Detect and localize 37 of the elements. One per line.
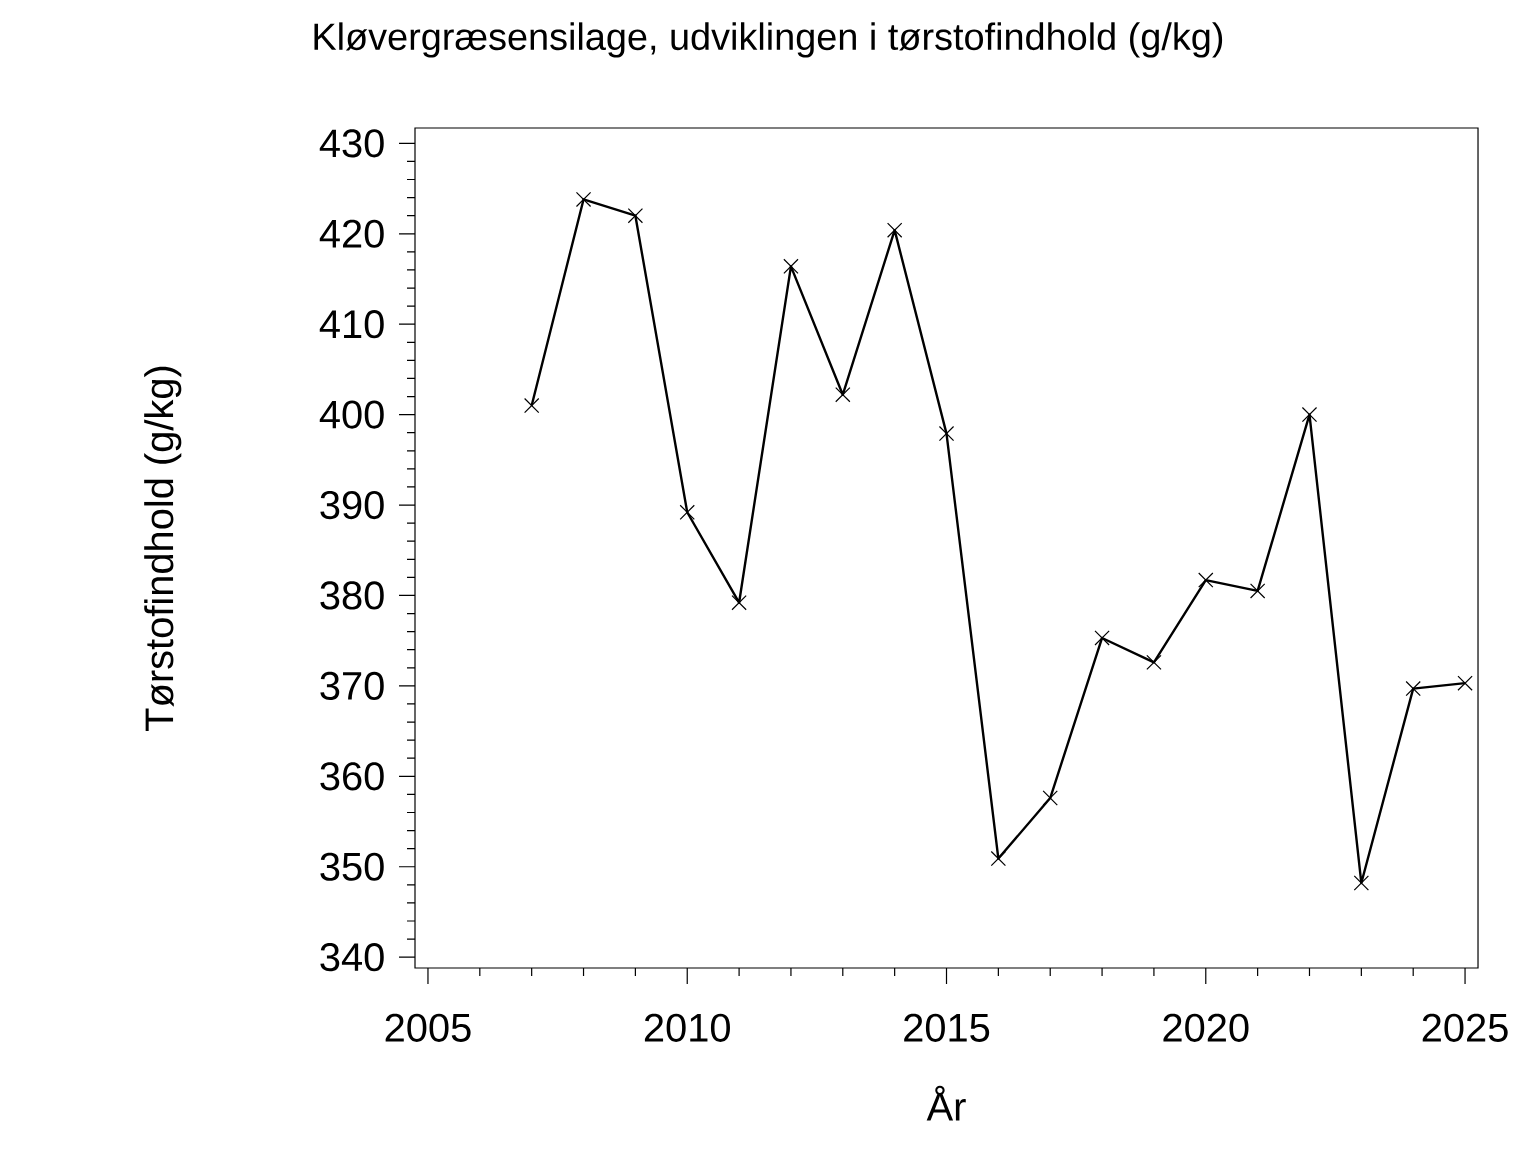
- x-tick-label: 2005: [385, 1013, 471, 1042]
- point: [1042, 790, 1058, 806]
- point: [990, 850, 1007, 867]
- y-tick-label: 370: [320, 671, 384, 700]
- y-tick-label: 420: [319, 219, 384, 248]
- point: [731, 595, 747, 611]
- point: [938, 425, 955, 442]
- point: [1094, 630, 1110, 646]
- point: [783, 258, 799, 274]
- y-tick-label: 400: [319, 400, 384, 429]
- y-tick-label: 360: [320, 762, 384, 791]
- point: [835, 387, 851, 403]
- point: [679, 504, 695, 520]
- point: [886, 222, 903, 238]
- point: [1457, 675, 1473, 691]
- y-tick-label: 430: [319, 129, 384, 158]
- y-tick-label: 410: [319, 310, 384, 339]
- x-tick-label: 2015: [904, 1013, 990, 1042]
- y-tick-label: 350: [320, 852, 384, 881]
- y-tick-label: 380: [320, 581, 384, 610]
- point: [1198, 572, 1214, 588]
- point: [1146, 654, 1162, 671]
- point: [1353, 875, 1370, 891]
- point: [627, 208, 644, 224]
- point: [1249, 583, 1266, 599]
- point: [524, 397, 540, 414]
- y-axis-title: Tørstofindhold (g/kg): [144, 366, 182, 731]
- point: [1405, 680, 1421, 697]
- x-tick-label: 2020: [1163, 1013, 1249, 1042]
- point: [575, 191, 592, 208]
- x-tick-label: 2010: [644, 1013, 730, 1042]
- point: [1301, 406, 1318, 423]
- x-axis-title: År: [926, 1085, 966, 1121]
- x-tick-label: 2025: [1422, 1013, 1508, 1042]
- y-tick-label: 340: [320, 943, 384, 972]
- y-tick-label: 390: [320, 490, 384, 520]
- chart-title: Kløvergræsensilage, udviklingen i tørstofindhold (g/kg): [314, 22, 1223, 58]
